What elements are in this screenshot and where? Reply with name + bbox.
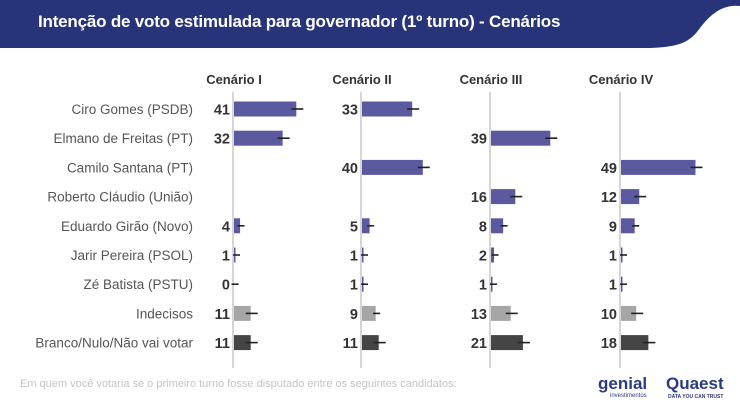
data-label: 9 bbox=[350, 307, 358, 323]
data-label: 1 bbox=[350, 249, 358, 265]
bar bbox=[621, 305, 637, 321]
header-banner: Intenção de voto estimulada para governa… bbox=[0, 0, 740, 50]
bar bbox=[491, 189, 516, 205]
bar bbox=[621, 159, 696, 175]
bar bbox=[491, 130, 551, 146]
category-label: Elmano de Freitas (PT) bbox=[53, 131, 193, 146]
data-label: 12 bbox=[601, 190, 617, 206]
footnote: Em quem você votaria se o primeiro turno… bbox=[20, 378, 457, 390]
data-label: 2 bbox=[479, 249, 487, 265]
category-label: Ciro Gomes (PSDB) bbox=[71, 102, 193, 117]
quaest-logo-subtitle: DATA YOU CAN TRUST bbox=[668, 394, 724, 400]
scenario-header: Cenário IV bbox=[589, 72, 654, 87]
bar bbox=[362, 218, 370, 234]
data-label: 10 bbox=[601, 307, 617, 323]
bar bbox=[362, 335, 379, 351]
category-label: Indecisos bbox=[136, 306, 193, 321]
data-label: 33 bbox=[342, 103, 358, 119]
bar bbox=[234, 335, 251, 351]
category-label: Eduardo Girão (Novo) bbox=[61, 219, 193, 234]
data-label: 0 bbox=[222, 278, 230, 294]
data-label: 8 bbox=[479, 219, 487, 235]
category-label: Branco/Nulo/Não vai votar bbox=[35, 336, 193, 351]
data-label: 1 bbox=[479, 278, 487, 294]
bar bbox=[621, 189, 640, 205]
data-label: 16 bbox=[471, 190, 487, 206]
data-label: 18 bbox=[601, 336, 617, 352]
data-label: 21 bbox=[471, 336, 487, 352]
scenario-header: Cenário I bbox=[206, 72, 262, 87]
category-label: Zé Batista (PSTU) bbox=[83, 277, 193, 292]
chart: Ciro Gomes (PSDB) Elmano de Freitas (PT) C… bbox=[35, 72, 703, 368]
data-label: 11 bbox=[215, 336, 230, 352]
logos: genial investimentos Quaest DATA YOU CAN… bbox=[598, 374, 738, 406]
category-label: Jarir Pereira (PSOL) bbox=[71, 248, 193, 263]
data-label: 41 bbox=[214, 103, 230, 119]
bar bbox=[621, 218, 635, 234]
data-label: 1 bbox=[609, 249, 617, 265]
category-label: Camilo Santana (PT) bbox=[67, 160, 193, 175]
bar bbox=[362, 305, 376, 321]
bar bbox=[234, 101, 297, 117]
data-label: 1 bbox=[609, 278, 617, 294]
page-title: Intenção de voto estimulada para governa… bbox=[38, 12, 561, 31]
data-label: 13 bbox=[471, 307, 487, 323]
bar bbox=[491, 335, 523, 351]
genial-logo-subtitle: investimentos bbox=[610, 393, 647, 399]
data-label: 39 bbox=[471, 132, 487, 148]
scenario-header: Cenário III bbox=[460, 72, 523, 87]
header-background bbox=[0, 0, 740, 48]
data-label: 40 bbox=[342, 161, 358, 177]
data-label: 11 bbox=[215, 307, 230, 323]
data-label: 4 bbox=[222, 219, 230, 235]
bar bbox=[491, 305, 511, 321]
bar bbox=[234, 218, 241, 234]
genial-logo: genial bbox=[598, 374, 648, 393]
category-label: Roberto Cláudio (União) bbox=[47, 190, 193, 205]
data-label: 11 bbox=[343, 336, 358, 352]
quaest-logo: Quaest bbox=[666, 374, 724, 393]
bar bbox=[362, 101, 413, 117]
bar bbox=[491, 218, 504, 234]
bar bbox=[621, 335, 649, 351]
bar bbox=[234, 305, 251, 321]
data-label: 49 bbox=[601, 161, 617, 177]
bar bbox=[362, 159, 423, 175]
data-label: 9 bbox=[609, 219, 617, 235]
bar bbox=[234, 130, 283, 146]
data-label: 1 bbox=[222, 249, 230, 265]
data-label: 1 bbox=[350, 278, 358, 294]
data-label: 5 bbox=[350, 219, 358, 235]
data-label: 32 bbox=[214, 132, 230, 148]
scenario-header: Cenário II bbox=[332, 72, 391, 87]
